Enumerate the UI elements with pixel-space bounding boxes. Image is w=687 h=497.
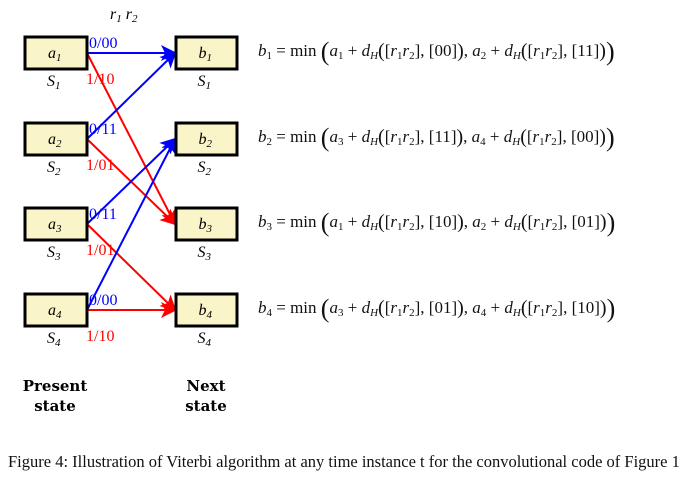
next-state-label: Next state [185, 377, 227, 415]
state-name: S3 [47, 244, 61, 263]
state-value: a3 [48, 216, 62, 235]
state-value: a1 [48, 45, 62, 64]
state-value: b1 [199, 45, 213, 64]
transition-4-to-2 [86, 137, 176, 311]
state-name: S4 [47, 330, 61, 349]
state-value: b4 [199, 302, 213, 321]
transition-3-to-2 [86, 137, 177, 225]
state-box [23, 206, 89, 242]
transition-label: 1/01 [86, 157, 114, 174]
transition-label: 0/00 [89, 35, 117, 52]
state-box [174, 292, 239, 328]
transition-label: 0/11 [89, 121, 117, 138]
equation-b1: b1 = min (a1 + dH([r1r2], [00]), a2 + dH… [258, 37, 615, 66]
transition-label: 1/01 [86, 242, 114, 259]
state-name: S2 [198, 159, 212, 178]
state-box [23, 292, 89, 328]
state-name: S2 [47, 159, 61, 178]
state-name: S3 [198, 244, 212, 263]
state-box [23, 121, 89, 157]
transition-2-to-1 [86, 51, 177, 140]
state-box [174, 121, 239, 157]
equation-b4: b4 = min (a3 + dH([r1r2], [01]), a4 + dH… [258, 294, 616, 323]
equation-b2: b2 = min (a3 + dH([r1r2], [11]), a4 + dH… [258, 123, 615, 152]
present-state-label: Present state [22, 377, 88, 415]
state-name: S1 [47, 73, 61, 92]
transition-3-to-4 [86, 223, 177, 312]
transition-1-to-3 [86, 52, 176, 226]
state-value: b3 [199, 216, 213, 235]
equation-b3: b3 = min (a1 + dH([r1r2], [10]), a2 + dH… [258, 208, 616, 237]
state-name: S1 [198, 73, 212, 92]
state-value: a2 [48, 131, 62, 150]
received-bits-label: r1 r2 [110, 6, 138, 25]
transition-label: 1/10 [86, 71, 114, 88]
state-box [174, 206, 239, 242]
figure-caption: Figure 4: Illustration of Viterbi algori… [8, 452, 680, 471]
state-name: S4 [198, 330, 212, 349]
state-value: b2 [199, 131, 213, 150]
state-box [23, 35, 89, 71]
trellis-diagram: r1 r2 0/00 1/10 0/11 1/01 0/11 1/01 0/00 1/10 a1… [23, 6, 239, 349]
transition-label: 1/10 [86, 328, 114, 345]
transition-label: 0/00 [89, 292, 117, 309]
state-value: a4 [48, 302, 62, 321]
state-box [174, 35, 239, 71]
transition-label: 0/11 [89, 206, 117, 223]
